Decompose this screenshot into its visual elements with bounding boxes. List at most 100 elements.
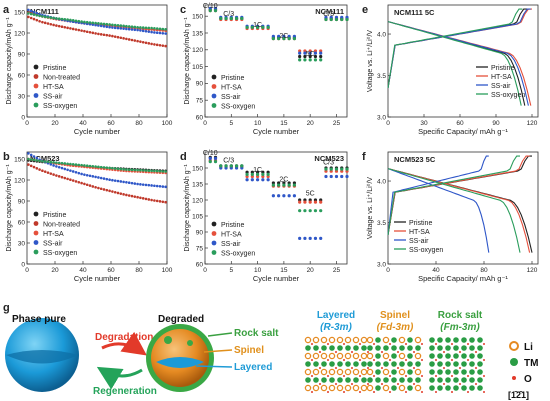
chart-panel-f: 0 40 80 120 3.0 3.5 4.0 Specific Capacity/ mAh … <box>366 151 539 283</box>
tm-atom <box>337 377 343 383</box>
data-point <box>250 178 254 182</box>
spinel-leader <box>203 349 233 353</box>
data-point <box>334 174 339 179</box>
data-point <box>324 15 328 19</box>
data-point <box>147 26 151 30</box>
data-point <box>133 39 137 42</box>
o-atom <box>443 383 445 385</box>
data-point <box>29 158 33 161</box>
x-axis-label: Cycle number <box>74 274 121 283</box>
data-point <box>250 25 254 29</box>
data-point <box>97 32 100 36</box>
x-axis-label: Cycle number <box>253 127 300 136</box>
rocksalt-title: Rock salt <box>438 310 483 321</box>
data-point <box>80 20 83 23</box>
tm-atom <box>437 369 443 375</box>
legend-label: SS-air <box>491 83 511 90</box>
layered-leader <box>195 365 233 368</box>
data-point <box>153 184 156 188</box>
data-point <box>287 34 291 38</box>
li-atom <box>336 368 344 376</box>
o-atom <box>389 391 391 393</box>
o-atom <box>359 375 361 377</box>
legend-marker <box>33 64 39 70</box>
tm-atom <box>375 345 381 351</box>
data-point <box>158 185 162 188</box>
panel-letter-f: f <box>362 151 366 163</box>
y-tick-label: 120 <box>192 47 203 54</box>
li-atom <box>320 352 328 360</box>
data-point <box>133 28 137 32</box>
y-tick-label: 135 <box>192 30 203 37</box>
o-atom <box>405 359 407 361</box>
li-atom <box>360 336 368 344</box>
data-point <box>324 17 328 22</box>
o-atom <box>359 359 361 361</box>
o-atom <box>319 367 321 369</box>
spinel-space-group: (Fd-3m) <box>377 322 414 333</box>
tm-atom <box>345 377 351 383</box>
li-atom <box>366 336 374 344</box>
data-point <box>102 177 106 180</box>
x-tick-label: 10 <box>254 267 262 274</box>
tm-atom <box>461 345 467 351</box>
tm-atom <box>391 345 397 351</box>
data-point <box>55 24 58 27</box>
legend-label: SS-oxygen <box>221 251 255 258</box>
data-point <box>99 22 103 25</box>
data-point <box>345 167 349 171</box>
tm-atom <box>375 361 381 367</box>
panel-letter-d: d <box>180 151 187 163</box>
legend-marker <box>33 83 39 89</box>
y-tick-label: 3.5 <box>377 73 386 80</box>
data-point <box>266 178 270 182</box>
tm-atom <box>429 377 435 383</box>
o-atom <box>389 343 391 345</box>
o-atom <box>435 343 437 345</box>
x-axis-label: Specific Capacity/ mAh g⁻¹ <box>418 127 508 136</box>
tm-atom <box>477 361 483 367</box>
legend-label: SS-oxygen <box>491 92 525 99</box>
x-tick-label: 0 <box>386 120 390 127</box>
data-point <box>147 183 151 187</box>
y-axis-label: Discharge capacity/mAh g⁻¹ <box>184 17 191 105</box>
legend-label: SS-air <box>43 94 63 101</box>
o-atom <box>373 375 375 377</box>
data-point <box>55 161 58 164</box>
data-point <box>147 169 151 172</box>
data-point <box>282 194 286 198</box>
tm-atom <box>361 377 367 383</box>
y-tick-label: 60 <box>196 261 204 268</box>
tm-atom <box>375 337 381 343</box>
tm-atom <box>399 345 405 351</box>
data-point <box>66 168 69 172</box>
tm-atom <box>437 353 443 359</box>
y-axis-label: Discharge capacity/mAh g⁻¹ <box>6 17 13 105</box>
li-atom <box>352 352 360 360</box>
data-point <box>27 163 30 166</box>
tm-atom <box>453 337 459 343</box>
data-point <box>74 28 78 31</box>
data-point <box>85 20 89 24</box>
y-tick-label: 3.0 <box>377 114 386 121</box>
data-point <box>234 16 239 21</box>
tm-atom <box>407 369 413 375</box>
data-point <box>303 51 307 55</box>
data-point <box>102 166 106 169</box>
tm-atom <box>453 353 459 359</box>
data-point <box>130 28 134 31</box>
data-point <box>111 166 114 170</box>
li-atom <box>344 368 352 376</box>
data-point <box>57 24 61 28</box>
data-point <box>277 37 281 41</box>
data-point <box>334 15 339 19</box>
data-point <box>60 17 64 21</box>
data-point <box>77 28 81 32</box>
data-point <box>229 164 233 168</box>
o-atom <box>343 359 345 361</box>
legend-marker <box>211 74 217 80</box>
li-atom <box>304 352 312 360</box>
tm-atom <box>445 369 451 375</box>
data-point <box>29 16 33 20</box>
plot-frame <box>387 151 539 265</box>
